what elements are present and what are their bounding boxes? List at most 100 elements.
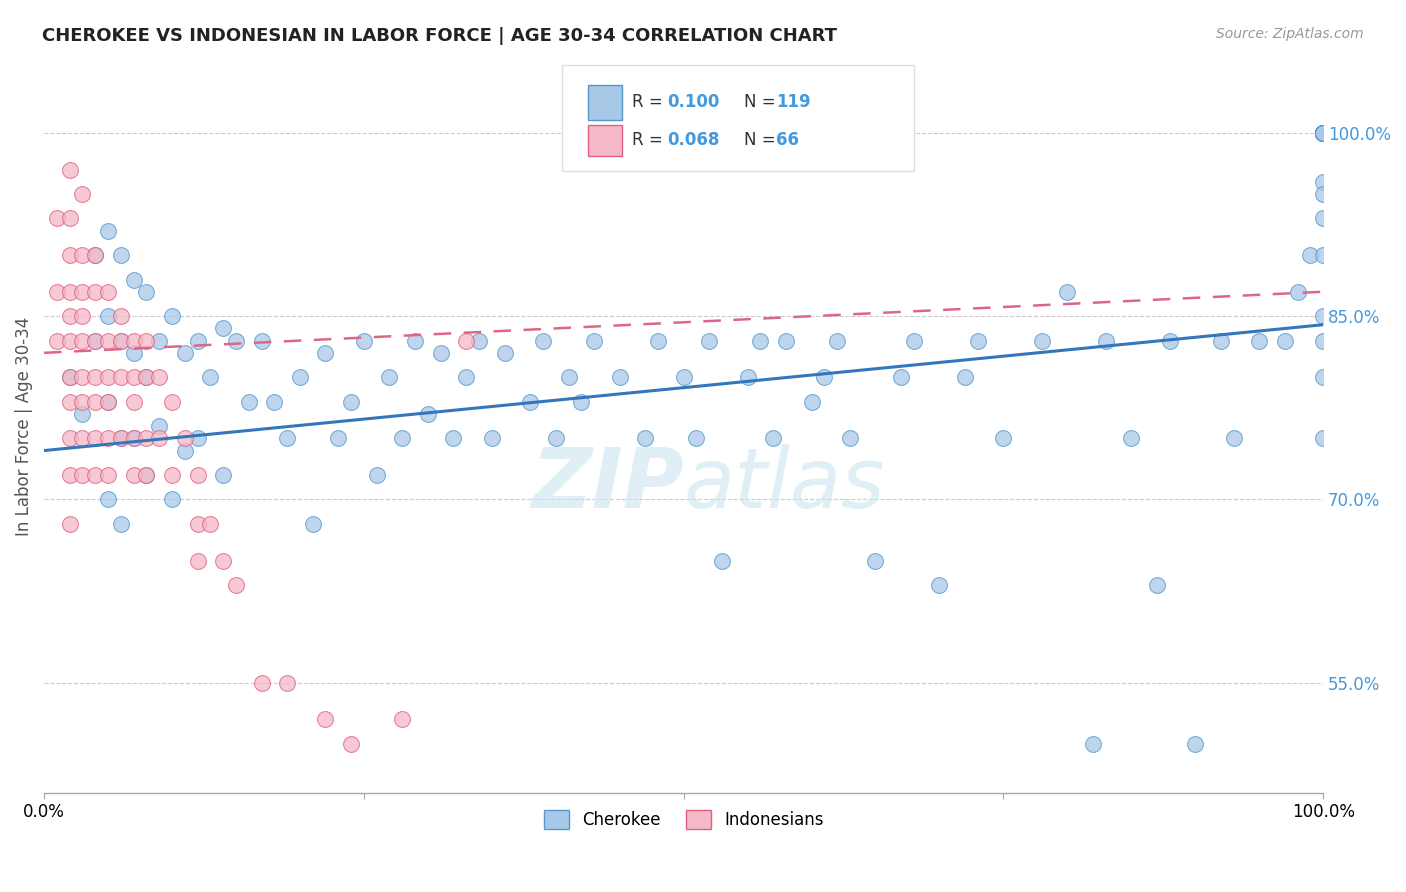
Point bbox=[72, 394, 94, 409]
Point bbox=[494, 346, 516, 360]
Point bbox=[838, 431, 860, 445]
Point bbox=[544, 431, 567, 445]
Point bbox=[135, 370, 157, 384]
Point bbox=[59, 468, 82, 483]
Point bbox=[1312, 186, 1334, 201]
Point bbox=[1312, 126, 1334, 140]
Point bbox=[583, 334, 606, 348]
Point bbox=[225, 578, 247, 592]
Point bbox=[672, 370, 695, 384]
Point bbox=[45, 285, 67, 299]
Text: 119: 119 bbox=[776, 93, 810, 112]
Point bbox=[441, 431, 464, 445]
Point bbox=[59, 334, 82, 348]
Point bbox=[481, 431, 503, 445]
Legend: Cherokee, Indonesians: Cherokee, Indonesians bbox=[537, 803, 830, 836]
Point bbox=[59, 370, 82, 384]
Point bbox=[84, 394, 107, 409]
Point bbox=[72, 407, 94, 421]
Point bbox=[468, 334, 491, 348]
Point bbox=[1312, 126, 1334, 140]
Point bbox=[634, 431, 657, 445]
Point bbox=[1286, 285, 1309, 299]
Point bbox=[865, 553, 887, 567]
Point bbox=[110, 370, 132, 384]
Text: 66: 66 bbox=[776, 131, 799, 149]
Point bbox=[1312, 126, 1334, 140]
Point bbox=[59, 394, 82, 409]
Point bbox=[749, 334, 772, 348]
Point bbox=[1031, 334, 1053, 348]
Point bbox=[97, 394, 120, 409]
Point bbox=[84, 248, 107, 262]
Point bbox=[97, 334, 120, 348]
Point bbox=[1249, 334, 1271, 348]
Point bbox=[135, 334, 157, 348]
Point bbox=[148, 334, 170, 348]
FancyBboxPatch shape bbox=[562, 65, 914, 171]
Point bbox=[685, 431, 707, 445]
Point bbox=[173, 443, 195, 458]
Point bbox=[72, 186, 94, 201]
Point bbox=[135, 285, 157, 299]
Text: ZIP: ZIP bbox=[531, 444, 683, 525]
Point bbox=[122, 334, 145, 348]
Point bbox=[366, 468, 388, 483]
Point bbox=[72, 309, 94, 323]
Point bbox=[1312, 309, 1334, 323]
Point bbox=[340, 737, 363, 751]
Point bbox=[1312, 126, 1334, 140]
Point bbox=[903, 334, 925, 348]
Point bbox=[1312, 126, 1334, 140]
Point bbox=[122, 468, 145, 483]
Point bbox=[110, 334, 132, 348]
Point bbox=[59, 309, 82, 323]
Point bbox=[416, 407, 439, 421]
Text: Source: ZipAtlas.com: Source: ZipAtlas.com bbox=[1216, 27, 1364, 41]
Point bbox=[110, 334, 132, 348]
Point bbox=[697, 334, 720, 348]
Point bbox=[1159, 334, 1181, 348]
Point bbox=[212, 553, 235, 567]
Y-axis label: In Labor Force | Age 30-34: In Labor Force | Age 30-34 bbox=[15, 317, 32, 536]
Point bbox=[1299, 248, 1322, 262]
Point bbox=[340, 394, 363, 409]
Point bbox=[59, 370, 82, 384]
Point bbox=[238, 394, 260, 409]
Point bbox=[122, 431, 145, 445]
Point bbox=[72, 248, 94, 262]
Point bbox=[647, 334, 669, 348]
Point bbox=[315, 712, 337, 726]
Point bbox=[97, 394, 120, 409]
Point bbox=[404, 334, 426, 348]
Point bbox=[110, 248, 132, 262]
Point bbox=[135, 431, 157, 445]
Point bbox=[84, 248, 107, 262]
Point bbox=[84, 285, 107, 299]
Text: atlas: atlas bbox=[683, 444, 886, 525]
Point bbox=[1312, 126, 1334, 140]
Point bbox=[59, 431, 82, 445]
Point bbox=[263, 394, 285, 409]
Point bbox=[110, 431, 132, 445]
Point bbox=[456, 334, 478, 348]
Point bbox=[72, 334, 94, 348]
Text: 0.100: 0.100 bbox=[666, 93, 720, 112]
Point bbox=[1312, 126, 1334, 140]
Point bbox=[993, 431, 1015, 445]
Point bbox=[84, 370, 107, 384]
Point bbox=[1312, 370, 1334, 384]
Text: 0.068: 0.068 bbox=[666, 131, 720, 149]
Point bbox=[315, 346, 337, 360]
Point bbox=[200, 516, 222, 531]
Point bbox=[1312, 126, 1334, 140]
Point bbox=[1312, 175, 1334, 189]
Point bbox=[225, 334, 247, 348]
Point bbox=[212, 468, 235, 483]
Point bbox=[97, 309, 120, 323]
Point bbox=[173, 346, 195, 360]
Point bbox=[1222, 431, 1244, 445]
Point bbox=[72, 285, 94, 299]
Point bbox=[148, 370, 170, 384]
Point bbox=[1146, 578, 1168, 592]
